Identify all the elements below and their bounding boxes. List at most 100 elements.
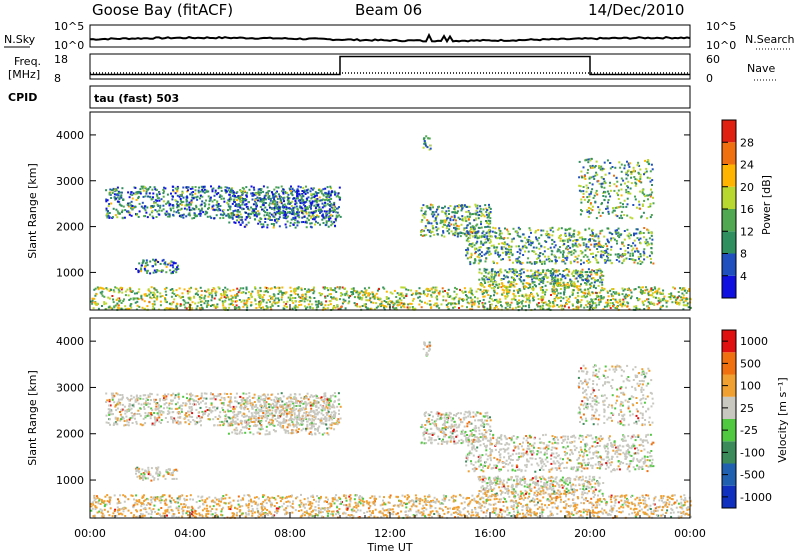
power-echo-cell: [630, 182, 633, 185]
power-echo-cell: [218, 287, 221, 290]
power-echo-cell: [687, 306, 690, 309]
power-echo-cell: [551, 250, 554, 253]
power-echo-cell: [92, 307, 95, 310]
power-echo-cell: [554, 244, 557, 247]
power-echo-cell: [621, 304, 624, 307]
power-echo-cell: [601, 169, 604, 172]
power-echo-cell: [558, 284, 561, 287]
power-echo-cell: [129, 286, 131, 289]
power-echo-cell: [219, 194, 222, 197]
velocity-echo-cell: [200, 424, 202, 427]
power-echo-cell: [360, 290, 363, 293]
power-echo-cell: [522, 295, 525, 298]
power-echo-cell: [549, 258, 551, 261]
power-echo-cell: [226, 288, 229, 291]
power-echo-cell: [234, 194, 236, 197]
power-echo-cell: [601, 177, 604, 180]
power-echo-cell: [637, 161, 640, 164]
power-echo-cell: [204, 300, 207, 302]
power-echo-cell: [461, 232, 464, 235]
power-echo-cell: [330, 296, 333, 299]
power-echo-cell: [490, 298, 493, 301]
power-echo-cell: [392, 301, 395, 304]
power-echo-cell: [576, 286, 578, 289]
velocity-echo-cell: [150, 407, 153, 410]
power-echo-cell: [678, 303, 681, 306]
power-echo-cell: [475, 290, 478, 293]
power-echo-cell: [318, 196, 321, 199]
power-echo-cell: [336, 286, 339, 289]
power-echo-cell: [372, 301, 375, 304]
power-echo-cell: [513, 272, 516, 275]
power-echo-cell: [504, 247, 507, 250]
power-echo-cell: [280, 199, 282, 202]
power-echo-cell: [479, 246, 482, 249]
power-echo-cell: [242, 190, 245, 193]
power-echo-cell: [300, 287, 303, 290]
power-echo-cell: [449, 205, 452, 207]
power-echo-cell: [587, 199, 590, 202]
power-echo-cell: [476, 240, 479, 243]
power-echo-cell: [274, 200, 277, 203]
velocity-echo-cell: [170, 417, 173, 420]
power-echo-cell: [169, 288, 172, 291]
power-echo-cell: [182, 216, 185, 219]
power-echo-cell: [467, 248, 470, 251]
power-echo-cell: [511, 238, 514, 241]
power-echo-cell: [211, 200, 214, 203]
power-echo-cell: [149, 291, 152, 294]
power-echo-cell: [659, 300, 662, 303]
power-echo-cell: [130, 306, 133, 309]
power-echo-cell: [589, 294, 592, 297]
power-echo-cell: [620, 163, 623, 166]
power-echo-cell: [480, 242, 483, 245]
power-echo-cell: [483, 241, 486, 244]
power-echo-cell: [197, 208, 200, 211]
power-echo-cell: [453, 226, 455, 229]
power-echo-cell: [637, 255, 640, 258]
power-echo-cell: [254, 199, 257, 202]
power-echo-cell: [607, 252, 610, 255]
power-echo-cell: [325, 212, 328, 215]
power-echo-cell: [292, 209, 295, 212]
power-echo-cell: [520, 276, 522, 278]
power-echo-cell: [205, 199, 207, 202]
power-echo-cell: [311, 188, 314, 191]
power-echo-cell: [363, 303, 366, 306]
power-echo-cell: [486, 237, 488, 240]
power-echo-cell: [172, 266, 175, 269]
power-echo-cell: [407, 289, 410, 292]
power-echo-cell: [470, 254, 473, 257]
power-echo-cell: [335, 298, 338, 301]
power-echo-cell: [151, 210, 154, 212]
power-echo-cell: [153, 300, 156, 303]
power-echo-cell: [321, 202, 324, 205]
power-echo-cell: [441, 287, 444, 290]
power-echo-cell: [423, 140, 426, 142]
power-echo-cell: [554, 299, 557, 302]
power-echo-cell: [538, 255, 541, 258]
power-echo-cell: [250, 192, 253, 195]
power-echo-cell: [566, 299, 569, 302]
power-echo-cell: [255, 204, 258, 206]
power-echo-cell: [343, 300, 345, 303]
power-echo-cell: [142, 189, 145, 192]
power-echo-cell: [150, 211, 153, 214]
power-echo-cell: [593, 281, 596, 284]
power-echo-cell: [577, 243, 580, 246]
power-echo-cell: [500, 304, 502, 307]
power-echo-cell: [283, 217, 286, 219]
power-echo-cell: [410, 289, 413, 292]
power-echo-cell: [267, 287, 269, 290]
power-echo-cell: [602, 274, 605, 277]
power-echo-cell: [483, 291, 485, 294]
power-echo-cell: [431, 230, 434, 233]
power-echo-cell: [559, 239, 562, 242]
power-echo-cell: [675, 301, 677, 304]
power-echo-cell: [119, 299, 122, 302]
power-echo-cell: [539, 259, 541, 262]
power-echo-cell: [155, 188, 158, 191]
power-echo-cell: [269, 306, 272, 309]
power-echo-cell: [264, 218, 267, 220]
